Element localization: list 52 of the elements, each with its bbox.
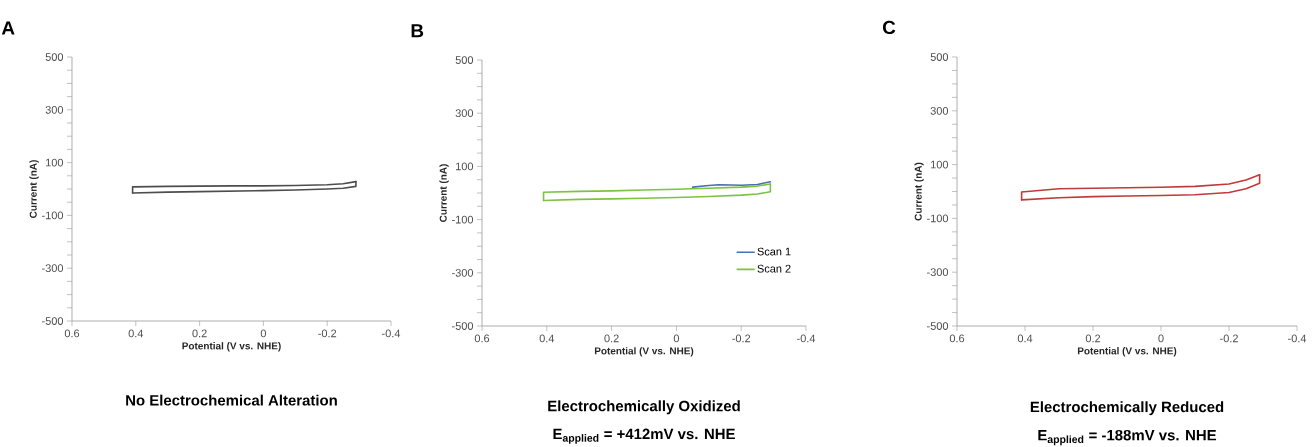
y-tick-label: -500 xyxy=(452,322,474,330)
x-tick-label: 0.2 xyxy=(192,329,207,338)
x-tick-label: 0 xyxy=(1158,334,1164,343)
x-tick-label: 0.6 xyxy=(474,334,490,343)
x-axis-title: Potential (V vs. NHE) xyxy=(182,342,281,352)
text: No Electrochemical Alteration xyxy=(126,394,337,406)
x-tick-label: 0.2 xyxy=(604,334,619,343)
x-tick-label: -0.4 xyxy=(1288,334,1307,343)
x-tick-label: -0.4 xyxy=(797,334,816,343)
y-tick-label: -300 xyxy=(42,264,64,273)
text: E$_{applied}$ = +412mV vs. NHE xyxy=(553,428,735,444)
x-tick-label: -0.2 xyxy=(1220,334,1238,343)
text: B xyxy=(411,24,424,38)
y-tick-label: 300 xyxy=(455,109,474,118)
text: C xyxy=(882,20,896,35)
y-tick-label: -100 xyxy=(42,211,64,220)
x-tick-label: 0.2 xyxy=(1085,334,1101,343)
text: A xyxy=(1,21,15,35)
x-tick-label: 0.6 xyxy=(64,329,80,338)
text: E$_{applied}$ = -188mV vs. NHE xyxy=(1038,429,1217,446)
y-tick-label: -500 xyxy=(927,322,949,330)
y-tick-label: 500 xyxy=(930,53,949,61)
y-tick-label: 100 xyxy=(456,162,474,171)
y-tick-label: -500 xyxy=(42,317,64,325)
y-tick-label: 300 xyxy=(930,106,949,115)
y-tick-label: 100 xyxy=(46,158,64,167)
x-tick-label: 0.4 xyxy=(1017,334,1033,343)
x-axis-title: Potential (V vs. NHE) xyxy=(1077,347,1177,357)
y-tick-label: 500 xyxy=(455,56,474,64)
y-axis-title: Current (nA) xyxy=(914,162,924,221)
text: Electrochemically Oxidized xyxy=(548,400,740,415)
legend-label: Scan 2 xyxy=(757,264,791,273)
y-tick-label: -100 xyxy=(452,215,474,224)
x-tick-label: 0 xyxy=(673,334,680,343)
legend-label: Scan 1 xyxy=(757,247,791,256)
y-tick-label: -300 xyxy=(927,268,949,277)
x-tick-label: -0.2 xyxy=(318,329,337,338)
y-tick-label: 500 xyxy=(45,53,64,61)
x-tick-label: -0.4 xyxy=(382,329,401,338)
y-tick-label: -300 xyxy=(452,268,474,277)
x-tick-label: 0.4 xyxy=(128,329,144,338)
x-axis-title: Potential (V vs. NHE) xyxy=(594,347,694,357)
x-tick-label: 0 xyxy=(260,329,266,338)
x-tick-label: 0.6 xyxy=(949,334,965,343)
text: Electrochemically Reduced xyxy=(1030,401,1224,416)
y-tick-label: 300 xyxy=(45,105,64,114)
x-tick-label: 0.4 xyxy=(539,334,555,343)
y-axis-title: Current (nA) xyxy=(29,160,39,218)
y-axis-title: Current (nA) xyxy=(439,164,449,222)
y-tick-label: -100 xyxy=(927,214,949,223)
x-tick-label: -0.2 xyxy=(732,334,751,343)
y-tick-label: 100 xyxy=(931,160,949,169)
